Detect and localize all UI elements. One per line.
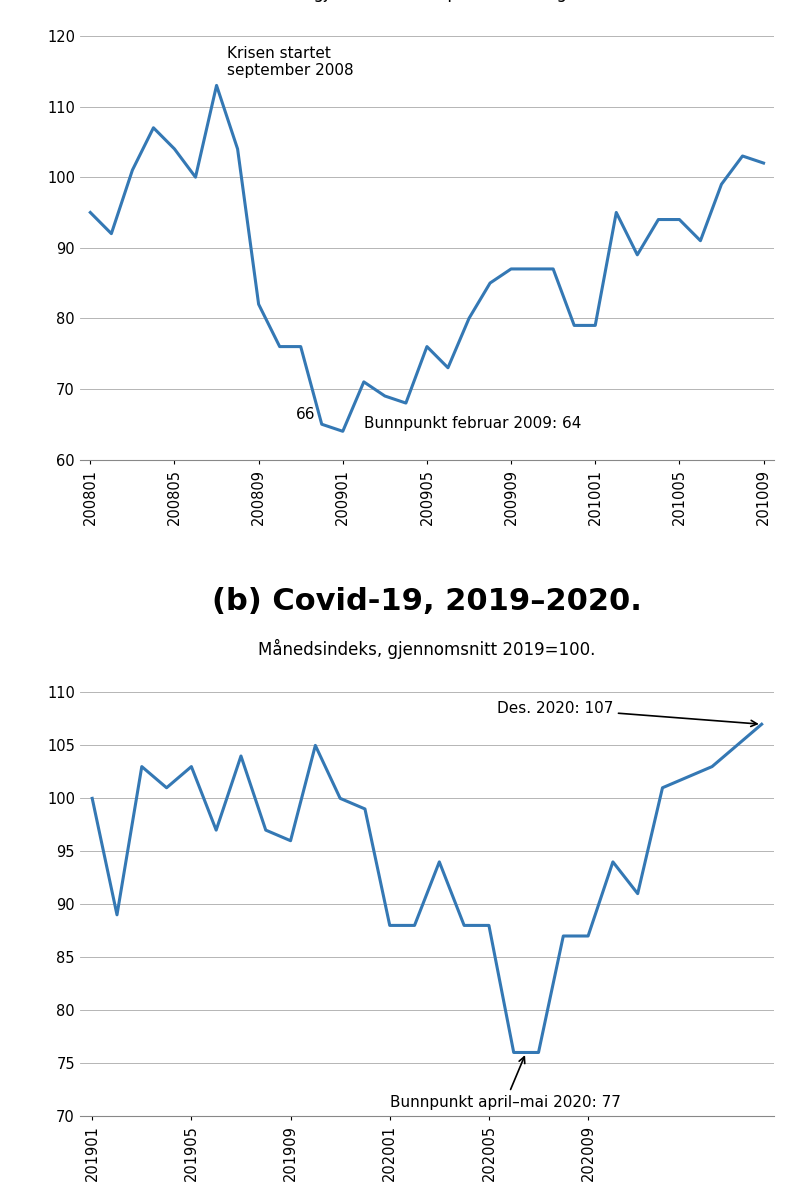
Text: Månedsindeks, gjennomsnitt sept. 2007 – aug. 2008=100.: Månedsindeks, gjennomsnitt sept. 2007 – … (184, 0, 670, 2)
Text: (b) Covid-19, 2019–2020.: (b) Covid-19, 2019–2020. (212, 587, 642, 617)
Text: Bunnpunkt februar 2009: 64: Bunnpunkt februar 2009: 64 (364, 416, 581, 431)
Text: Krisen startet
september 2008: Krisen startet september 2008 (227, 46, 354, 78)
Text: Månedsindeks, gjennomsnitt 2019=100.: Månedsindeks, gjennomsnitt 2019=100. (259, 638, 595, 659)
Text: 66: 66 (296, 407, 315, 422)
Text: Bunnpunkt april–mai 2020: 77: Bunnpunkt april–mai 2020: 77 (389, 1057, 621, 1110)
Text: Des. 2020: 107: Des. 2020: 107 (496, 701, 757, 726)
